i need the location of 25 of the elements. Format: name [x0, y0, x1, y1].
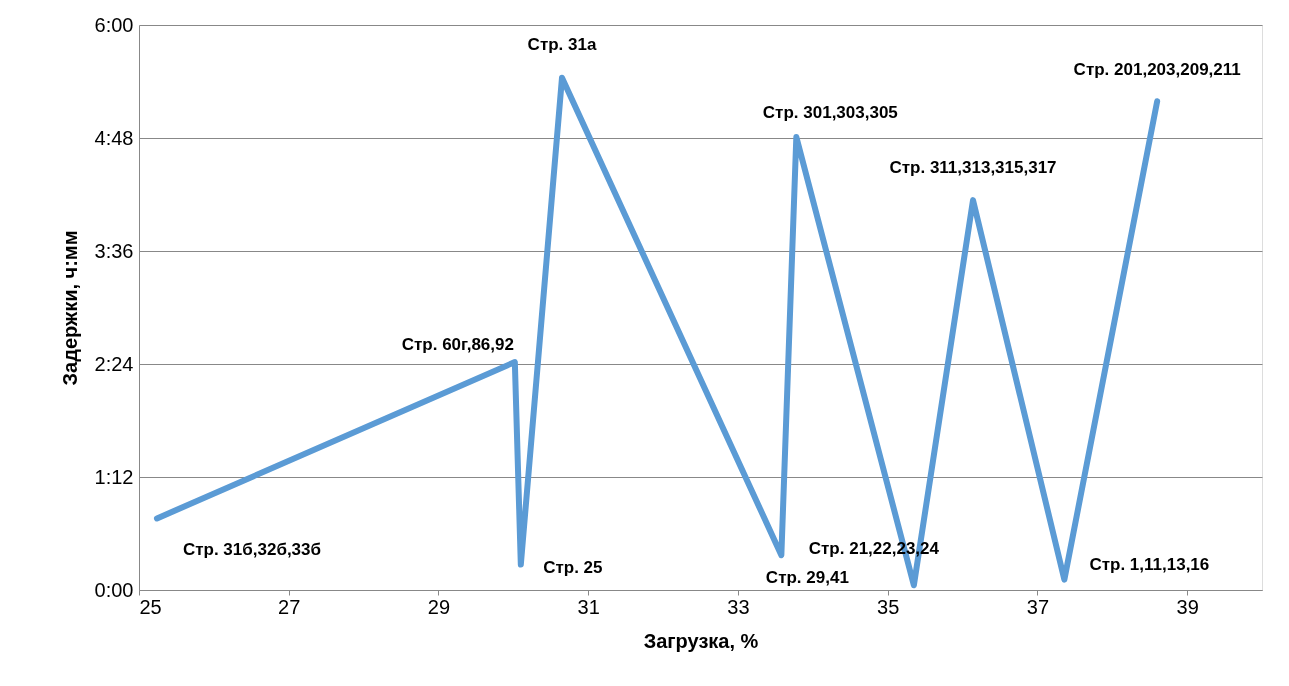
- y-tick-label: 4:48: [94, 126, 134, 149]
- y-tick-label: 3:36: [94, 239, 134, 262]
- annotation: Стр. 301,303,305: [762, 103, 898, 123]
- annotation: Стр. 311,313,315,317: [889, 158, 1057, 178]
- annotation: Стр. 31б,32б,33б: [182, 540, 322, 560]
- annotation: Стр. 60г,86,92: [401, 335, 514, 355]
- x-tick-label: 39: [1176, 595, 1199, 618]
- x-tick-label: 35: [877, 595, 900, 618]
- y-tick-label: 0:00: [94, 578, 134, 601]
- annotation: Стр. 31а: [527, 34, 597, 54]
- annotation: Стр. 25: [543, 557, 603, 577]
- annotation: Стр. 201,203,209,211: [1073, 60, 1241, 80]
- x-tick-label: 25: [139, 595, 162, 618]
- x-tick-label: 31: [577, 595, 600, 618]
- annotation: Стр. 1,11,13,16: [1089, 554, 1210, 574]
- y-axis-title: Задержки, ч:мм: [58, 230, 81, 386]
- x-tick-label: 33: [727, 595, 750, 618]
- x-tick-label: 27: [278, 595, 301, 618]
- y-tick-label: 1:12: [94, 465, 134, 488]
- x-tick-label: 29: [427, 595, 451, 618]
- annotation: Стр. 29,41: [765, 568, 849, 588]
- x-tick-label: 37: [1026, 595, 1050, 618]
- y-tick-label: 6:00: [94, 13, 134, 36]
- x-axis-title: Загрузка, %: [643, 629, 759, 652]
- y-tick-label: 2:24: [94, 352, 134, 375]
